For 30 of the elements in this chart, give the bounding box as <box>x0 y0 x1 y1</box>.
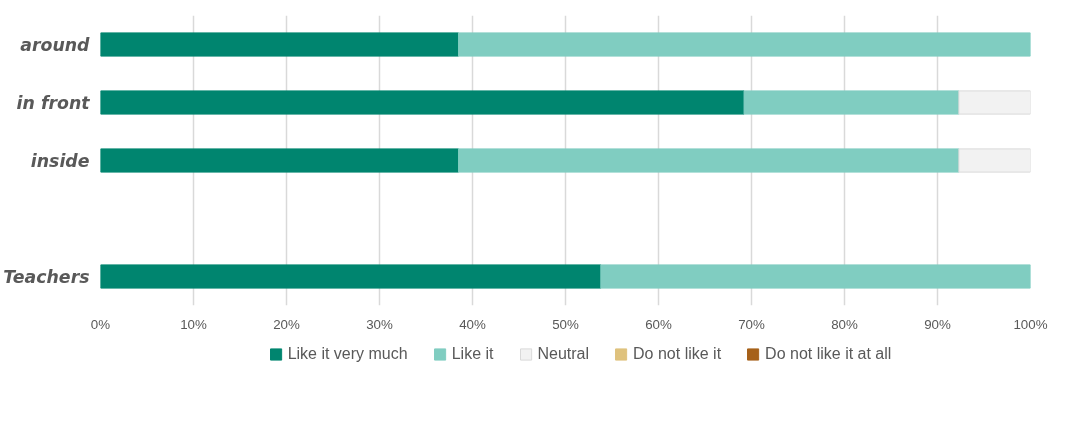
legend-label: Like it <box>451 345 494 363</box>
bar <box>100 32 460 57</box>
x-tick-label: 40% <box>459 316 486 332</box>
x-tick-label: 80% <box>831 316 858 332</box>
x-tick-label: 10% <box>180 316 207 332</box>
y-tick-label: around <box>20 34 91 55</box>
bar <box>958 90 1031 115</box>
legend-label: Do not like it at all <box>765 345 892 363</box>
x-tick-label: 30% <box>366 316 393 332</box>
x-tick-label: 20% <box>273 316 300 332</box>
bar <box>458 32 1031 57</box>
legend-label: Like it very much <box>287 345 408 363</box>
legend-label: Neutral <box>537 345 590 363</box>
bar <box>100 264 602 289</box>
x-tick-label: 100% <box>1013 316 1048 332</box>
bar <box>100 90 745 115</box>
legend-label: Do not like it <box>633 345 722 363</box>
bar <box>600 264 1031 289</box>
bar <box>458 148 960 173</box>
y-tick-label: Teachers <box>3 266 90 287</box>
x-tick-label: 90% <box>924 316 951 332</box>
x-tick-label: 50% <box>552 316 579 332</box>
bar <box>100 148 460 173</box>
x-tick-label: 60% <box>645 316 672 332</box>
y-tick-label: in front <box>16 92 91 113</box>
bar <box>743 90 960 115</box>
x-tick-label: 0% <box>90 316 111 332</box>
y-tick-label: inside <box>30 150 90 171</box>
bar <box>958 148 1031 173</box>
x-tick-label: 70% <box>738 316 765 332</box>
